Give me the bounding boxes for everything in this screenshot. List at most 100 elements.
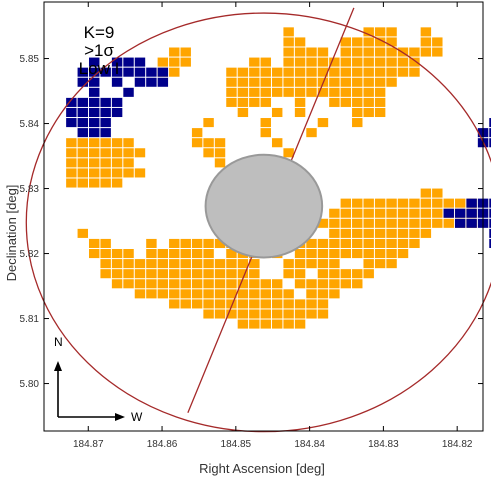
- orange-pixel-cell: [214, 148, 226, 158]
- x-tick-label: 184.82: [442, 439, 473, 450]
- orange-pixel-cell: [283, 259, 294, 269]
- orange-pixel-cell: [100, 158, 111, 168]
- orange-pixel-cell: [363, 87, 374, 97]
- orange-pixel-cell: [363, 47, 374, 57]
- orange-pixel-cell: [352, 208, 363, 218]
- north-label: N: [54, 335, 63, 349]
- orange-pixel-cell: [386, 57, 397, 67]
- orange-pixel-cell: [203, 148, 214, 158]
- orange-pixel-cell: [271, 299, 283, 309]
- blue-pixel-cell: [489, 128, 491, 138]
- orange-pixel-cell: [157, 269, 169, 279]
- orange-pixel-cell: [180, 299, 191, 309]
- orange-pixel-cell: [340, 67, 352, 77]
- orange-pixel-cell: [157, 259, 169, 269]
- orange-pixel-cell: [191, 238, 203, 248]
- orange-pixel-cell: [386, 37, 397, 47]
- blue-pixel-cell: [89, 67, 100, 77]
- orange-pixel-cell: [352, 198, 363, 208]
- blue-pixel-cell: [77, 107, 89, 118]
- orange-pixel-cell: [386, 47, 397, 57]
- north-arrowhead: [54, 361, 62, 371]
- orange-pixel-cell: [340, 218, 352, 228]
- orange-pixel-cell: [77, 178, 89, 188]
- annotation-line-k: K=9: [84, 23, 115, 42]
- orange-pixel-cell: [283, 269, 294, 279]
- orange-pixel-cell: [306, 259, 317, 269]
- blue-pixel-cell: [443, 208, 454, 218]
- orange-pixel-cell: [397, 198, 409, 208]
- orange-pixel-cell: [100, 148, 111, 158]
- orange-pixel-cell: [260, 279, 271, 289]
- orange-pixel-cell: [89, 158, 100, 168]
- orange-pixel-cell: [374, 77, 386, 87]
- orange-pixel-cell: [249, 269, 260, 279]
- orange-pixel-cell: [432, 188, 443, 198]
- orange-pixel-cell: [169, 67, 180, 77]
- orange-pixel-cell: [226, 77, 237, 87]
- orange-pixel-cell: [443, 198, 454, 208]
- orange-pixel-cell: [191, 249, 203, 259]
- orange-pixel-cell: [100, 138, 111, 148]
- orange-pixel-cell: [271, 309, 283, 319]
- x-axis-label: Right Ascension [deg]: [199, 461, 325, 476]
- orange-pixel-cell: [226, 289, 237, 299]
- orange-pixel-cell: [340, 198, 352, 208]
- orange-pixel-cell: [214, 309, 226, 319]
- orange-pixel-cell: [249, 309, 260, 319]
- orange-pixel-cell: [306, 87, 317, 97]
- orange-pixel-cell: [123, 259, 134, 269]
- blue-pixel-cell: [489, 228, 491, 238]
- annotation-line-low-i: Low I: [79, 59, 120, 78]
- orange-pixel-cell: [363, 238, 374, 248]
- orange-pixel-cell: [260, 77, 271, 87]
- blue-pixel-cell: [66, 107, 77, 118]
- orange-pixel-cell: [420, 208, 432, 218]
- orange-pixel-cell: [306, 249, 317, 259]
- orange-pixel-cell: [111, 158, 123, 168]
- orange-pixel-cell: [89, 178, 100, 188]
- orange-pixel-cell: [340, 87, 352, 97]
- blue-pixel-cell: [100, 67, 111, 77]
- orange-pixel-cell: [317, 57, 329, 67]
- orange-pixel-cell: [89, 238, 100, 248]
- orange-pixel-cell: [329, 208, 340, 218]
- blue-pixel-cell: [77, 77, 89, 87]
- orange-pixel-cell: [77, 148, 89, 158]
- orange-pixel-cell: [134, 269, 146, 279]
- orange-pixel-cell: [66, 178, 77, 188]
- blue-pixel-cell: [146, 67, 157, 77]
- orange-pixel-cell: [191, 299, 203, 309]
- orange-pixel-cell: [180, 249, 191, 259]
- orange-pixel-cell: [169, 57, 180, 67]
- blue-pixel-cell: [111, 107, 123, 118]
- orange-pixel-cell: [352, 57, 363, 67]
- orange-pixel-cell: [352, 47, 363, 57]
- orange-pixel-cell: [352, 238, 363, 248]
- orange-pixel-cell: [271, 77, 283, 87]
- orange-pixel-cell: [111, 249, 123, 259]
- blue-pixel-cell: [89, 97, 100, 107]
- orange-pixel-cell: [134, 279, 146, 289]
- orange-pixel-cell: [249, 299, 260, 309]
- orange-pixel-cell: [352, 77, 363, 87]
- blue-pixel-cell: [134, 57, 146, 67]
- orange-pixel-cell: [363, 67, 374, 77]
- orange-pixel-cell: [294, 67, 306, 77]
- plot-frame: [43, 1, 484, 432]
- orange-pixel-cell: [226, 279, 237, 289]
- orange-pixel-cell: [386, 249, 397, 259]
- orange-pixel-cell: [363, 249, 374, 259]
- orange-pixel-cell: [283, 57, 294, 67]
- orange-pixel-cell: [317, 309, 329, 319]
- orange-pixel-cell: [169, 299, 180, 309]
- orange-pixel-cell: [180, 269, 191, 279]
- orange-pixel-cell: [374, 87, 386, 97]
- orange-pixel-cell: [317, 67, 329, 77]
- orange-pixel-cell: [66, 138, 77, 148]
- orange-pixel-cell: [180, 47, 191, 57]
- orange-pixel-cell: [386, 67, 397, 77]
- orange-pixel-cell: [214, 259, 226, 269]
- orange-pixel-cell: [329, 228, 340, 238]
- orange-pixel-cell: [271, 289, 283, 299]
